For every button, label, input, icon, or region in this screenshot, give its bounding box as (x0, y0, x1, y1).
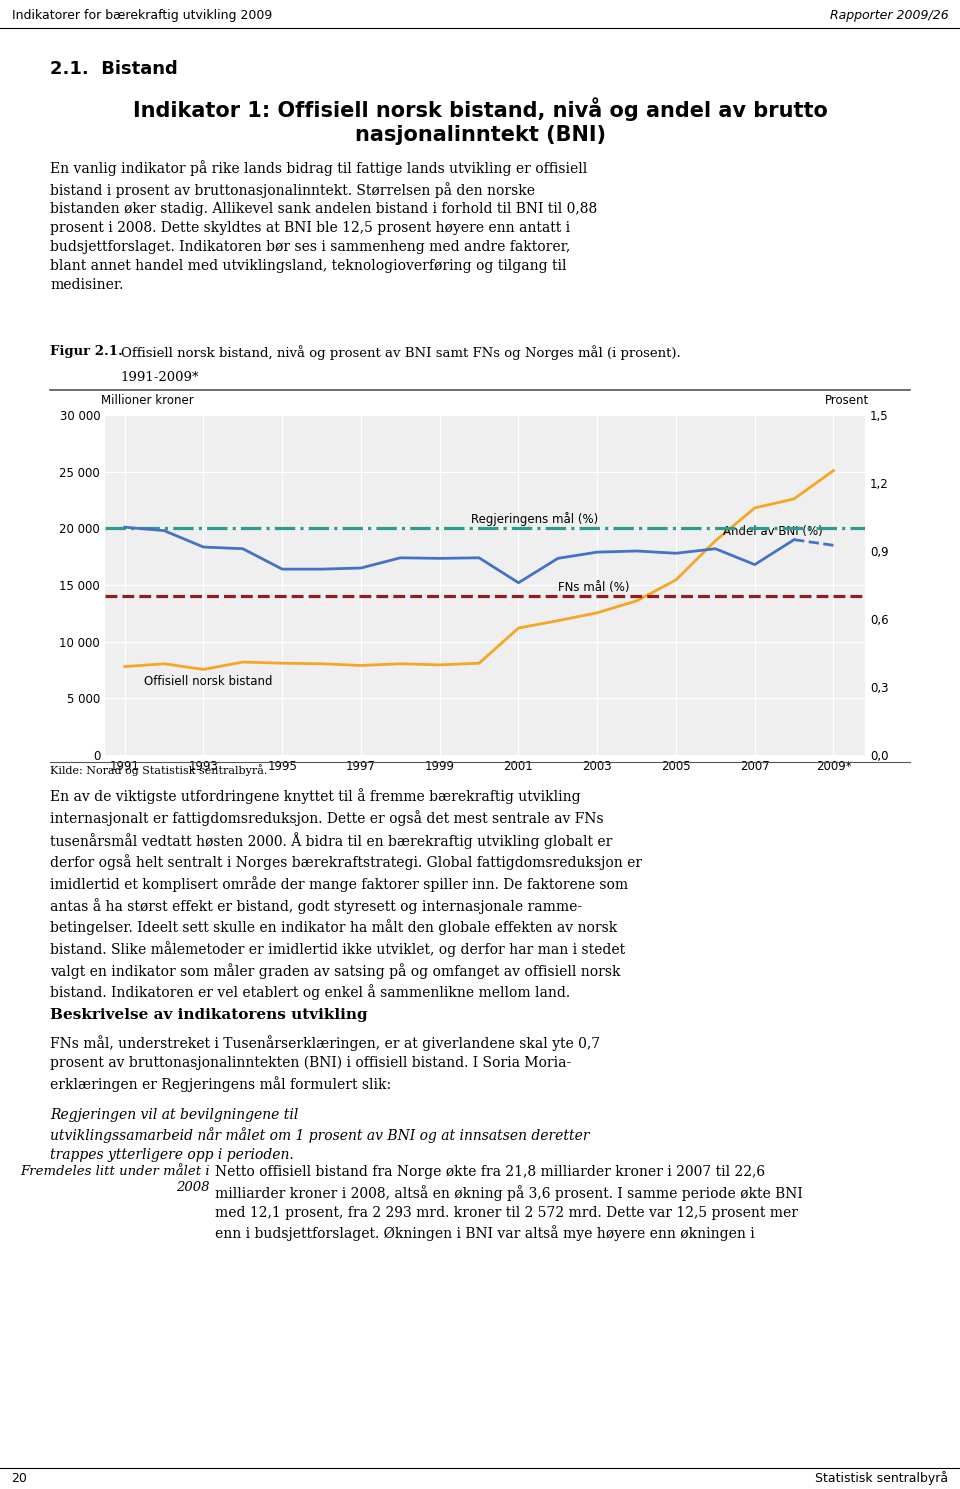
Text: Millioner kroner: Millioner kroner (101, 393, 194, 406)
Text: 20: 20 (12, 1473, 28, 1485)
Text: Offisiell norsk bistand: Offisiell norsk bistand (144, 675, 273, 688)
Text: Regjeringen vil at bevilgningene til
utviklingssamarbeid når målet om 1 prosent : Regjeringen vil at bevilgningene til utv… (50, 1108, 589, 1163)
Text: Offisiell norsk bistand, nivå og prosent av BNI samt FNs og Norges mål (i prosen: Offisiell norsk bistand, nivå og prosent… (121, 345, 681, 360)
Text: 1991-2009*: 1991-2009* (121, 371, 199, 384)
Text: En vanlig indikator på rike lands bidrag til fattige lands utvikling er offisiel: En vanlig indikator på rike lands bidrag… (50, 159, 597, 292)
Text: Indikator 1: Offisiell norsk bistand, nivå og andel av brutto
nasjonalinntekt (B: Indikator 1: Offisiell norsk bistand, ni… (132, 98, 828, 144)
Text: Beskrivelse av indikatorens utvikling: Beskrivelse av indikatorens utvikling (50, 1008, 368, 1021)
Text: Regjeringens mål (%): Regjeringens mål (%) (471, 512, 598, 526)
Text: FNs mål, understreket i Tusenårserklæringen, er at giverlandene skal yte 0,7
pro: FNs mål, understreket i Tusenårserklærin… (50, 1035, 600, 1091)
Text: FNs mål (%): FNs mål (%) (558, 581, 630, 594)
Text: Indikatorer for bærekraftig utvikling 2009: Indikatorer for bærekraftig utvikling 20… (12, 9, 272, 22)
Text: 2.1.  Bistand: 2.1. Bistand (50, 60, 178, 77)
Text: Figur 2.1.: Figur 2.1. (50, 345, 123, 357)
Text: Fremdeles litt under målet i
2008: Fremdeles litt under målet i 2008 (20, 1164, 210, 1194)
Text: En av de viktigste utfordringene knyttet til å fremme bærekraftig utvikling
inte: En av de viktigste utfordringene knyttet… (50, 788, 642, 1001)
Text: Rapporter 2009/26: Rapporter 2009/26 (829, 9, 948, 22)
Text: Statistisk sentralbyrå: Statistisk sentralbyrå (815, 1471, 948, 1486)
Text: Prosent: Prosent (825, 393, 869, 406)
Text: Netto offisiell bistand fra Norge økte fra 21,8 milliarder kroner i 2007 til 22,: Netto offisiell bistand fra Norge økte f… (215, 1164, 803, 1242)
Text: Andel av BNI (%): Andel av BNI (%) (723, 526, 823, 538)
Text: Kilde: Norad og Statistisk sentralbyrå.: Kilde: Norad og Statistisk sentralbyrå. (50, 764, 268, 776)
